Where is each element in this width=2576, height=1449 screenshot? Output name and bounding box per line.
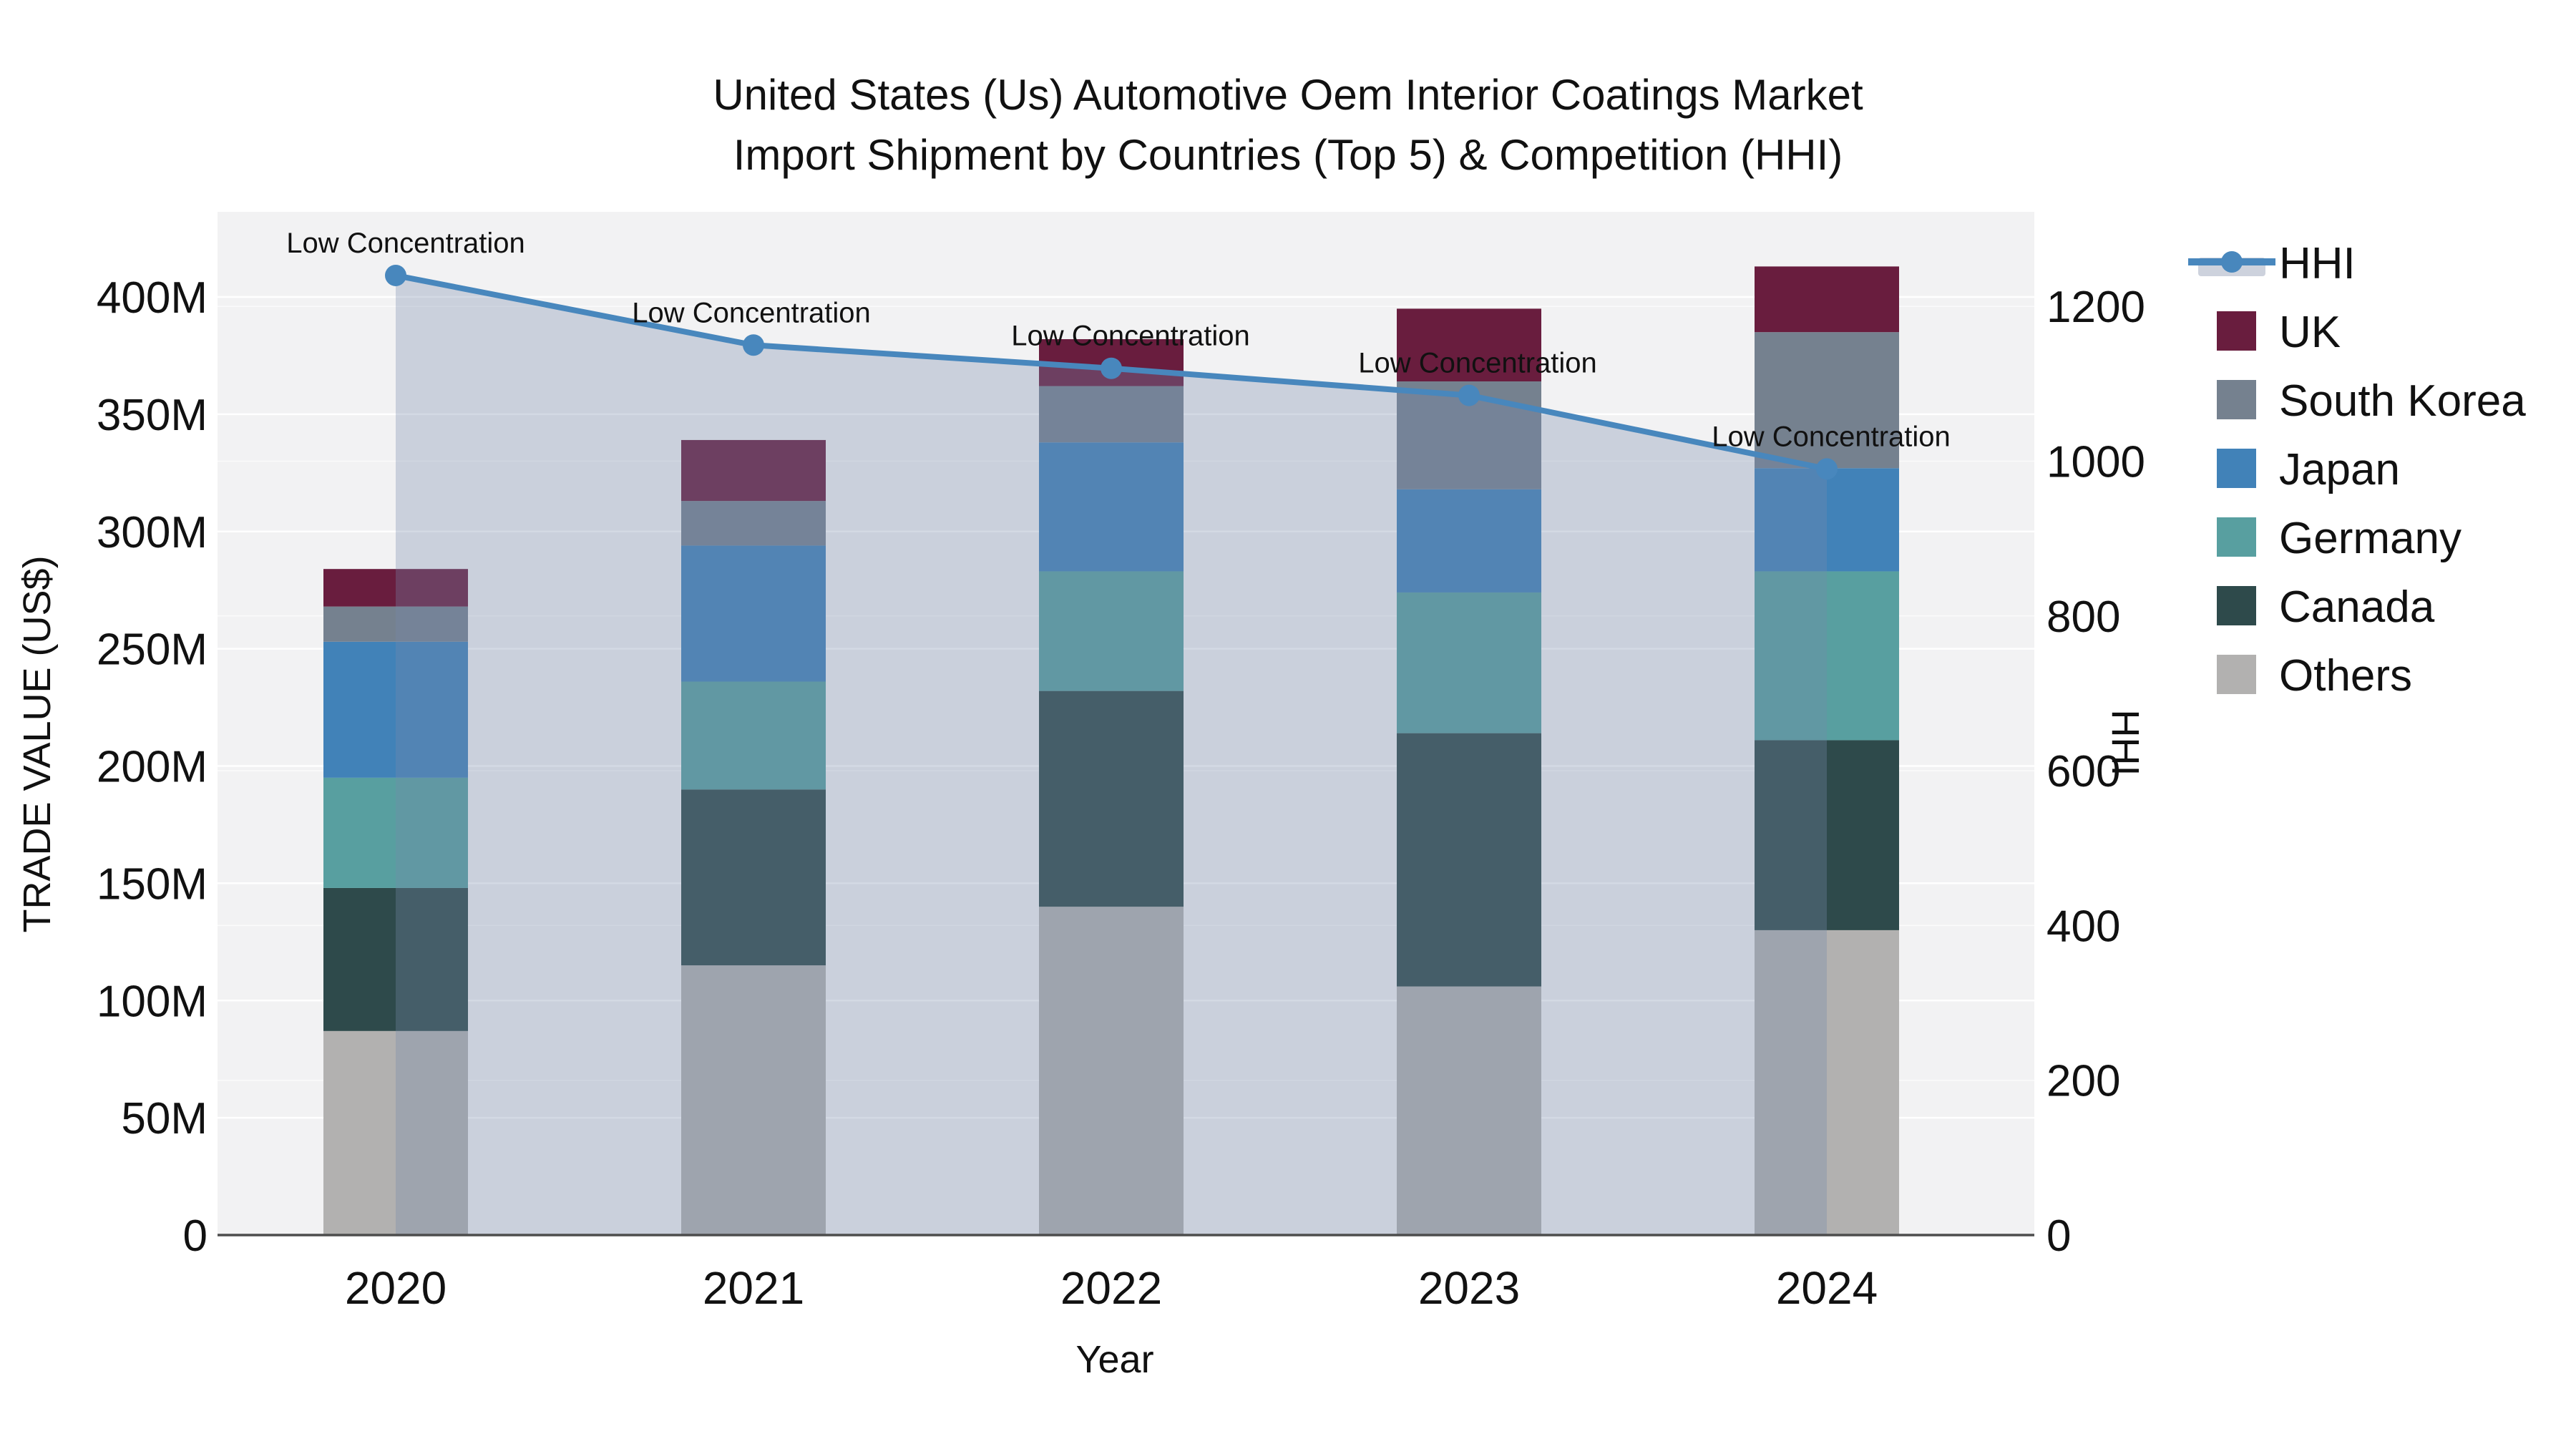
bar-2024-uk[interactable] <box>1755 266 1899 333</box>
bar-2022-germany[interactable] <box>1039 571 1184 691</box>
hhi-marker-2022[interactable] <box>1101 357 1122 379</box>
legend-item-uk[interactable]: UK <box>2217 308 2341 357</box>
legend-label: Others <box>2279 651 2412 701</box>
legend-swatch-south-korea <box>2217 380 2256 419</box>
legend-swatch-japan <box>2217 449 2256 488</box>
bar-2021-japan[interactable] <box>681 545 826 682</box>
hhi-marker-2020[interactable] <box>385 264 406 286</box>
bar-2020-uk[interactable] <box>323 569 468 607</box>
y-left-tick-150M: 150M <box>97 859 208 909</box>
legend-swatch-germany <box>2217 517 2256 557</box>
bar-2023-japan[interactable] <box>1397 489 1541 592</box>
bar-2022-canada[interactable] <box>1039 691 1184 907</box>
axis-tick-labels: 0 50M 100M 150M 200M 250M 300M 350M 400M 0 200 400 6… <box>97 273 2145 1314</box>
bar-2021-germany[interactable] <box>681 681 826 790</box>
legend-item-japan[interactable]: Japan <box>2217 445 2400 494</box>
bar-2024-japan[interactable] <box>1755 468 1899 572</box>
hhi-line-series <box>385 264 1838 480</box>
bar-2021-canada[interactable] <box>681 789 826 966</box>
y-left-tick-400M: 400M <box>97 273 208 323</box>
y-right-tick-1200: 1200 <box>2046 283 2145 332</box>
chart-title-line1: United States (Us) Automotive Oem Interi… <box>713 71 1863 119</box>
bar-2023-uk[interactable] <box>1397 308 1541 381</box>
y-right-tick-0: 0 <box>2046 1211 2071 1261</box>
point-annotations: Low Concentration Low Concentration Low Co… <box>286 228 1951 452</box>
bar-2020-germany[interactable] <box>323 777 468 888</box>
bar-2021-others[interactable] <box>681 965 826 1235</box>
y-right-tick-200: 200 <box>2046 1057 2120 1106</box>
y-left-tick-300M: 300M <box>97 508 208 557</box>
y-axis-left-title: TRADE VALUE (US$) <box>16 555 59 932</box>
bar-2024-germany[interactable] <box>1755 571 1899 741</box>
y-left-tick-50M: 50M <box>121 1094 208 1143</box>
y-right-tick-600: 600 <box>2046 747 2120 796</box>
y-left-tick-350M: 350M <box>97 391 208 440</box>
y-right-tick-400: 400 <box>2046 902 2120 951</box>
legend-label: Germany <box>2279 514 2462 563</box>
legend-swatch-canada <box>2217 586 2256 625</box>
legend-item-south-korea[interactable]: South Korea <box>2217 376 2526 426</box>
y-left-tick-100M: 100M <box>97 977 208 1026</box>
bar-2020-south-korea[interactable] <box>323 606 468 642</box>
annotation-2023: Low Concentration <box>1358 348 1597 379</box>
legend-item-hhi[interactable]: HHI <box>2188 239 2356 288</box>
bar-2022-others[interactable] <box>1039 907 1184 1235</box>
bar-2023-canada[interactable] <box>1397 733 1541 987</box>
chart-title-line2: Import Shipment by Countries (Top 5) & C… <box>733 131 1843 179</box>
stacked-bars <box>323 266 1899 1235</box>
bar-2021-uk[interactable] <box>681 439 826 502</box>
x-tick-2024: 2024 <box>1776 1262 1878 1314</box>
bar-2024-south-korea[interactable] <box>1755 332 1899 469</box>
legend-hhi-marker-swatch <box>2221 251 2243 273</box>
legend-label: Japan <box>2279 445 2400 494</box>
legend-swatch-uk <box>2217 311 2256 351</box>
x-tick-2020: 2020 <box>345 1262 447 1314</box>
bar-2024-canada[interactable] <box>1755 740 1899 930</box>
legend-label: UK <box>2279 308 2341 357</box>
y-right-tick-1000: 1000 <box>2046 438 2145 487</box>
bar-2023-others[interactable] <box>1397 986 1541 1235</box>
bar-2020-japan[interactable] <box>323 641 468 778</box>
bar-2020-others[interactable] <box>323 1030 468 1235</box>
bar-2020-canada[interactable] <box>323 887 468 1031</box>
legend-item-germany[interactable]: Germany <box>2217 514 2462 563</box>
x-tick-2021: 2021 <box>703 1262 804 1314</box>
legend-item-canada[interactable]: Canada <box>2217 582 2435 632</box>
hhi-marker-2021[interactable] <box>743 334 764 356</box>
annotation-2020: Low Concentration <box>286 228 525 259</box>
bar-2022-south-korea[interactable] <box>1039 386 1184 443</box>
hhi-marker-2024[interactable] <box>1816 458 1838 480</box>
y-left-tick-250M: 250M <box>97 625 208 675</box>
y-left-tick-200M: 200M <box>97 743 208 792</box>
y-right-tick-800: 800 <box>2046 592 2120 642</box>
x-tick-2022: 2022 <box>1060 1262 1162 1314</box>
legend: HHI UK South Korea Japan Germany Canada Others <box>2188 239 2526 701</box>
bar-2023-germany[interactable] <box>1397 592 1541 733</box>
legend-label: HHI <box>2279 239 2356 288</box>
y-left-tick-0: 0 <box>183 1211 208 1261</box>
annotation-2021: Low Concentration <box>632 297 871 328</box>
annotation-2022: Low Concentration <box>1011 321 1250 352</box>
y-axis-right-title: HHI <box>2104 710 2147 776</box>
bar-2021-south-korea[interactable] <box>681 501 826 546</box>
legend-item-others[interactable]: Others <box>2217 651 2412 701</box>
annotation-2024: Low Concentration <box>1712 421 1951 452</box>
legend-label: South Korea <box>2279 376 2526 426</box>
bar-2022-japan[interactable] <box>1039 442 1184 572</box>
x-axis-title: Year <box>1075 1338 1153 1381</box>
hhi-area-polygon <box>396 275 1827 1236</box>
hhi-area-fill <box>396 275 1827 1236</box>
bar-2024-others[interactable] <box>1755 930 1899 1235</box>
hhi-marker-2023[interactable] <box>1458 384 1480 406</box>
x-tick-2023: 2023 <box>1418 1262 1520 1314</box>
legend-label: Canada <box>2279 582 2435 632</box>
legend-swatch-others <box>2217 655 2256 694</box>
